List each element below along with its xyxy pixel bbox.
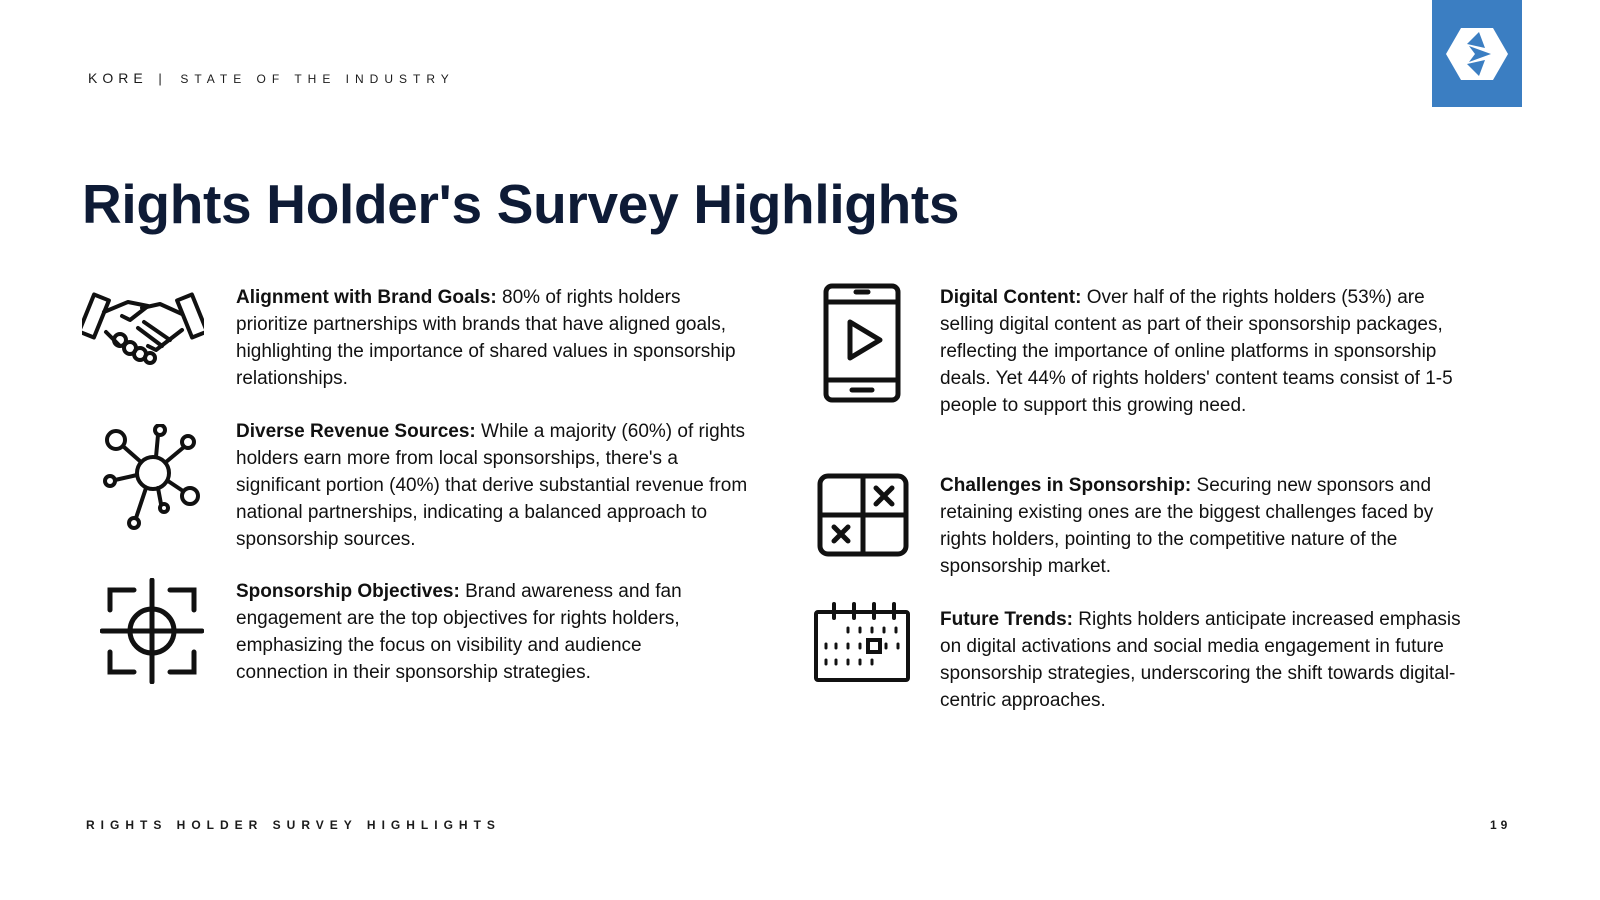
highlight-body: Rights holders anticipate increased emph… <box>940 609 1461 711</box>
highlight-text: Diverse Revenue Sources: While a majorit… <box>236 418 752 553</box>
header: KORE | STATE OF THE INDUSTRY <box>88 70 455 86</box>
highlight-text: Future Trends: Rights holders anticipate… <box>940 606 1470 714</box>
kore-logo-icon <box>1446 27 1508 80</box>
highlight-body: Securing new sponsors and retaining exis… <box>940 475 1434 577</box>
network-nodes-icon <box>103 424 200 530</box>
target-crosshair-icon <box>100 578 204 684</box>
highlight-text: Alignment with Brand Goals: 80% of right… <box>236 284 736 392</box>
highlight-body: Over half of the rights holders (53%) ar… <box>940 287 1453 416</box>
brand-name: KORE <box>88 70 148 86</box>
highlight-heading: Digital Content: <box>940 287 1082 308</box>
calendar-icon <box>814 602 910 682</box>
page-number: 19 <box>1490 818 1512 832</box>
highlight-body: While a majority (60%) of rights holders… <box>236 421 748 550</box>
page-title: Rights Holder's Survey Highlights <box>82 173 960 235</box>
highlight-heading: Sponsorship Objectives: <box>236 581 460 602</box>
footer-section-label: RIGHTS HOLDER SURVEY HIGHLIGHTS <box>86 818 501 832</box>
highlight-body: Brand awareness and fan engagement are t… <box>236 581 682 683</box>
header-subtitle: STATE OF THE INDUSTRY <box>180 72 455 86</box>
handshake-icon <box>82 292 204 365</box>
highlight-heading: Future Trends: <box>940 609 1074 630</box>
highlight-text: Sponsorship Objectives: Brand awareness … <box>236 578 736 686</box>
highlight-heading: Challenges in Sponsorship: <box>940 475 1192 496</box>
mobile-video-icon <box>823 283 901 403</box>
highlight-heading: Diverse Revenue Sources: <box>236 421 476 442</box>
highlight-text: Digital Content: Over half of the rights… <box>940 284 1460 419</box>
header-separator: | <box>158 71 162 86</box>
highlight-text: Challenges in Sponsorship: Securing new … <box>940 472 1450 580</box>
grid-x-icon <box>817 473 909 557</box>
highlight-body: 80% of rights holders prioritize partner… <box>236 287 736 389</box>
logo <box>1432 0 1522 107</box>
highlight-heading: Alignment with Brand Goals: <box>236 287 497 308</box>
